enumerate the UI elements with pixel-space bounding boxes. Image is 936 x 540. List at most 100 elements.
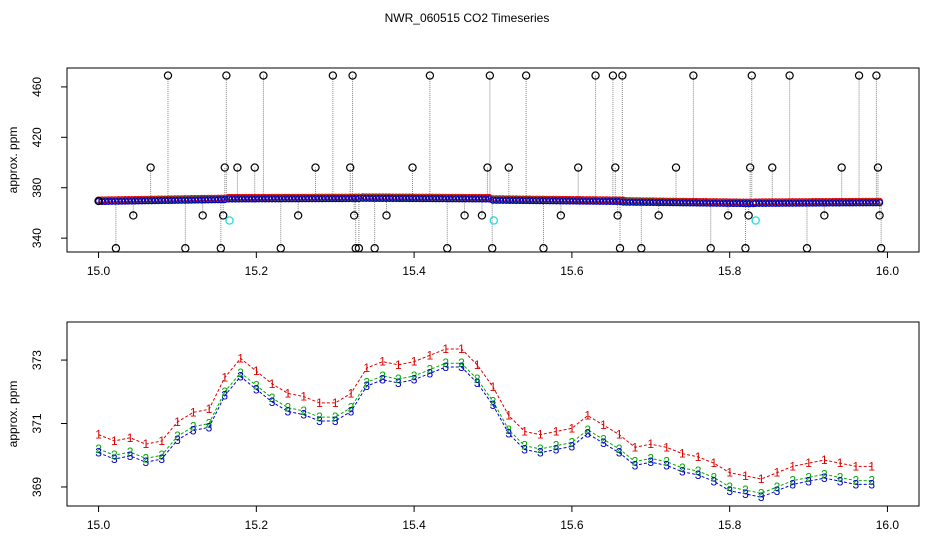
baseline-point-blue xyxy=(622,198,631,206)
baseline-point-blue xyxy=(739,199,747,208)
series-marker-2: 2 xyxy=(616,442,623,456)
outlier-point xyxy=(744,211,753,220)
series-marker-3: 3 xyxy=(237,370,244,384)
series-marker-1: 1 xyxy=(490,380,497,394)
bottom-x-tick-label: 15.8 xyxy=(718,518,742,532)
outlier-point xyxy=(218,211,228,220)
series-marker-2: 2 xyxy=(127,445,134,459)
outlier-point xyxy=(504,163,513,172)
baseline-point-blue xyxy=(529,196,537,205)
series-marker-3: 3 xyxy=(584,427,591,441)
outlier-point xyxy=(311,163,320,172)
series-marker-2: 2 xyxy=(805,470,812,484)
baseline-point-blue xyxy=(261,195,270,203)
series-marker-2: 2 xyxy=(395,372,402,386)
series-marker-3: 3 xyxy=(837,474,844,488)
series-marker-1: 1 xyxy=(158,434,165,448)
outlier-point xyxy=(129,211,138,220)
series-marker-1: 1 xyxy=(474,358,481,372)
baseline-point-blue xyxy=(248,195,256,203)
baseline-point-blue xyxy=(815,199,823,207)
series-marker-3: 3 xyxy=(253,382,260,396)
outlier-point xyxy=(259,71,268,80)
outlier-point xyxy=(574,163,583,172)
outlier-point xyxy=(608,71,618,80)
baseline-point-blue xyxy=(712,199,721,207)
bottom-y-tick-label: 371 xyxy=(30,413,44,433)
baseline-point-blue xyxy=(609,197,617,206)
series-marker-1: 1 xyxy=(600,418,607,432)
series-marker-2: 2 xyxy=(490,394,497,408)
outlier-point xyxy=(181,244,190,253)
series-marker-3: 3 xyxy=(600,436,607,450)
top-cyan-points xyxy=(225,216,760,225)
series-marker-2: 2 xyxy=(316,410,323,424)
top-x-tick-label: 15.4 xyxy=(402,264,426,278)
baseline-point-blue xyxy=(765,199,773,207)
baseline-point-blue xyxy=(696,199,704,207)
outlier-point xyxy=(671,163,681,172)
series-marker-2: 2 xyxy=(221,385,228,399)
baseline-point-blue xyxy=(842,199,850,207)
baseline-point-blue xyxy=(606,197,614,205)
outlier-point xyxy=(613,211,622,220)
outlier-point xyxy=(876,244,886,253)
baseline-point-blue xyxy=(602,197,611,205)
series-marker-3: 3 xyxy=(206,420,213,434)
baseline-point-blue xyxy=(542,197,551,205)
series-marker-2: 2 xyxy=(647,451,654,465)
series-marker-1: 1 xyxy=(616,428,623,442)
baseline-point-blue xyxy=(295,195,303,203)
baseline-point-blue xyxy=(556,197,564,205)
baseline-point-blue xyxy=(699,199,707,207)
baseline-point-blue xyxy=(331,194,340,203)
top-spike-lines xyxy=(115,75,882,249)
series-marker-1: 1 xyxy=(505,409,512,423)
series-marker-2: 2 xyxy=(632,455,639,469)
series-marker-3: 3 xyxy=(742,487,749,501)
series-marker-1: 1 xyxy=(553,424,560,438)
series-marker-1: 1 xyxy=(647,437,654,451)
baseline-point-blue xyxy=(865,199,874,207)
series-marker-2: 2 xyxy=(789,474,796,488)
series-marker-3: 3 xyxy=(127,449,134,463)
baseline-point-blue xyxy=(502,196,511,204)
baseline-point-blue xyxy=(599,197,607,205)
series-marker-2: 2 xyxy=(868,474,875,488)
series-marker-1: 1 xyxy=(805,456,812,470)
series-marker-3: 3 xyxy=(158,452,165,466)
series-marker-3: 3 xyxy=(805,474,812,488)
top-x-tick-label: 15.6 xyxy=(560,264,584,278)
baseline-point-blue xyxy=(492,196,500,204)
baseline-point-blue xyxy=(526,196,534,205)
series-marker-1: 1 xyxy=(427,348,434,362)
baseline-point-blue xyxy=(228,195,236,203)
outlier-point xyxy=(747,71,756,80)
baseline-point-blue xyxy=(722,199,731,207)
series-marker-2: 2 xyxy=(458,356,465,370)
bottom-y-axis-label: approx. ppm xyxy=(6,381,20,448)
series-marker-2: 2 xyxy=(695,464,702,478)
outlier-point xyxy=(483,163,492,172)
bottom-series-lines xyxy=(98,348,872,498)
series-marker-3: 3 xyxy=(537,446,544,460)
series-line-2 xyxy=(98,362,872,494)
series-marker-3: 3 xyxy=(821,471,828,485)
outlier-point xyxy=(615,244,625,253)
outlier-point xyxy=(837,163,846,172)
baseline-point-blue xyxy=(632,198,641,206)
baseline-point-blue xyxy=(271,195,280,203)
series-marker-1: 1 xyxy=(679,447,686,461)
series-marker-3: 3 xyxy=(111,452,118,466)
series-marker-3: 3 xyxy=(363,379,370,393)
top-x-axis: 15.0 15.2 15.4 15.6 15.8 16.0 xyxy=(87,252,899,278)
baseline-point-blue xyxy=(768,199,777,207)
baseline-point-blue xyxy=(862,199,870,207)
outlier-point xyxy=(443,244,452,253)
baseline-point-blue xyxy=(716,199,724,207)
baseline-point-blue xyxy=(855,199,864,207)
series-marker-2: 2 xyxy=(206,417,213,431)
baseline-point-blue xyxy=(792,199,800,207)
series-line-3 xyxy=(98,366,872,498)
top-y-tick-label: 380 xyxy=(30,177,44,197)
